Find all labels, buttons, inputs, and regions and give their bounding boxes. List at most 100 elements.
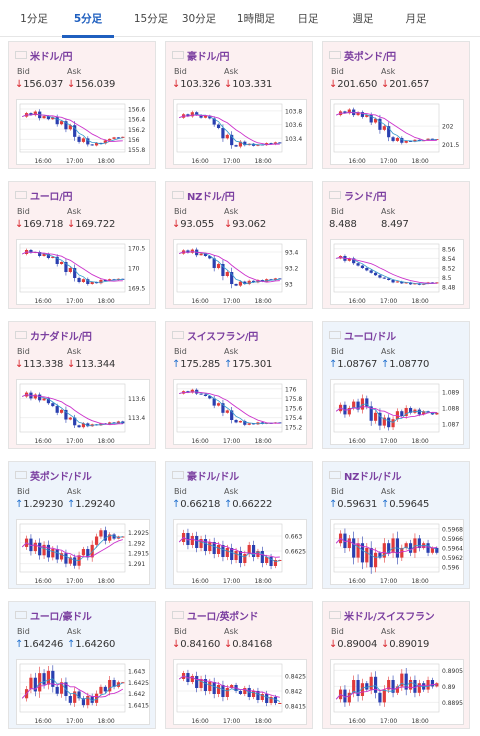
y-tick-label: 156.6 <box>128 107 145 114</box>
candle-body <box>81 138 86 142</box>
candlestick-chart[interactable]: 1.089 1.088 1.087 16:00 17:00 18:00 <box>330 379 464 445</box>
rate-card-audjpy[interactable]: 豪ドル/円 Bid Ask ↓103.326 ↓103.331 103.8 103.… <box>165 41 313 169</box>
candle-body <box>234 145 238 147</box>
rate-card-audusd[interactable]: 豪ドル/ドル Bid Ask ↑0.66218 ↑0.66222 0.663 0.6… <box>165 461 313 589</box>
pair-name[interactable]: 豪ドル/ドル <box>187 471 239 483</box>
candlestick-chart[interactable]: 156.6 156.4 156.2 156 155.8 16:00 17:00 18:00 <box>16 99 150 165</box>
long-ma-line <box>335 406 437 419</box>
tab-15min[interactable]: 15分足 <box>133 13 169 25</box>
rate-card-euraud[interactable]: ユーロ/豪ドル Bid Ask ↑1.64246 ↑1.64260 1.643 1.… <box>8 601 156 729</box>
rate-card-gbpjpy[interactable]: 英ポンド/円 Bid Ask ↓201.650 ↓201.657 202 201.5… <box>322 41 470 169</box>
ask-value: ↑1.08770 <box>381 359 430 370</box>
candle-body <box>243 141 247 146</box>
y-tick-label: 175.8 <box>285 396 302 403</box>
pair-name[interactable]: ユーロ/円 <box>30 191 73 203</box>
pair-name[interactable]: スイスフラン/円 <box>187 331 258 343</box>
candle-body <box>251 143 256 146</box>
candle-body <box>352 258 356 264</box>
bid-label: Bid <box>331 67 344 76</box>
candle-body <box>400 548 404 558</box>
pair-name[interactable]: ユーロ/ドル <box>344 331 396 343</box>
candlestick-chart[interactable]: 170.5 170 169.5 16:00 17:00 18:00 <box>16 239 150 305</box>
ask-label: Ask <box>381 487 396 496</box>
tab-1min[interactable]: 1分足 <box>20 13 48 25</box>
rate-card-nzdjpy[interactable]: NZドル/円 Bid Ask ↓93.055 ↓93.062 93.4 93.2 93… <box>165 181 313 309</box>
pair-name[interactable]: ランド/円 <box>344 191 387 203</box>
rate-card-cadjpy[interactable]: カナダドル/円 Bid Ask ↓113.338 ↓113.344 113.6 11… <box>8 321 156 449</box>
tab-1hour[interactable]: 1時間足 <box>236 13 276 25</box>
candle-body <box>251 691 256 697</box>
y-tick-label: 1.291 <box>128 561 145 568</box>
candle-body <box>94 282 99 284</box>
tab-30min[interactable]: 30分足 <box>181 13 217 25</box>
candle-body <box>212 542 216 554</box>
rate-card-eurusd[interactable]: ユーロ/ドル Bid Ask ↑1.08767 ↑1.08770 1.089 1.0… <box>322 321 470 449</box>
candle-body <box>94 142 99 146</box>
y-tick-label: 1.089 <box>442 390 459 397</box>
short-ma-line <box>178 536 280 562</box>
pair-name[interactable]: ユーロ/英ポンド <box>187 611 259 623</box>
candle-body <box>265 694 269 703</box>
rate-card-eurjpy[interactable]: ユーロ/円 Bid Ask ↓169.718 ↓169.722 170.5 170 1… <box>8 181 156 309</box>
ask-label: Ask <box>381 67 396 76</box>
pair-name[interactable]: カナダドル/円 <box>30 331 92 343</box>
candle-body <box>408 543 413 553</box>
rate-card-usdchf[interactable]: 米ドル/スイスフラン Bid Ask ↓0.89004 ↓0.89019 0.89… <box>322 601 470 729</box>
x-tick-label: 18:00 <box>254 158 271 165</box>
candlestick-chart[interactable]: 202 201.5 16:00 17:00 18:00 <box>330 99 464 165</box>
candlestick-chart[interactable]: 0.663 0.6625 16:00 17:00 18:00 <box>173 519 307 585</box>
candle-body <box>64 262 68 272</box>
pair-name[interactable]: NZドル/ドル <box>344 471 402 483</box>
rate-card-chfjpy[interactable]: スイスフラン/円 Bid Ask ↑175.285 ↑175.301 176 175… <box>165 321 313 449</box>
candlestick-chart[interactable]: 113.6 113.4 16:00 17:00 18:00 <box>16 379 150 445</box>
candle-body <box>68 125 72 130</box>
candle-body <box>230 685 234 688</box>
candle-body <box>243 420 247 425</box>
candle-body <box>68 557 72 564</box>
pair-name[interactable]: 豪ドル/円 <box>187 51 230 63</box>
candlestick-chart[interactable]: 1.643 1.6425 1.642 1.6415 16:00 17:00 18:00 <box>16 659 150 725</box>
pair-name[interactable]: 米ドル/スイスフラン <box>344 611 435 623</box>
candlestick-chart[interactable]: 176 175.8 175.6 175.4 175.2 16:00 17:00 18:00 <box>173 379 307 445</box>
candlestick-chart[interactable]: 0.8905 0.89 0.8895 16:00 17:00 18:00 <box>330 659 464 725</box>
candle-body <box>116 682 121 687</box>
rate-card-usdjpy[interactable]: 米ドル/円 Bid Ask ↓156.037 ↓156.039 156.6 156.… <box>8 41 156 169</box>
pair-name[interactable]: NZドル/円 <box>187 191 235 203</box>
trend-arrow-icon: ↑ <box>381 499 390 510</box>
y-tick-label: 175.6 <box>285 406 302 413</box>
tab-monthly[interactable]: 月足 <box>405 13 427 25</box>
rate-card-eurgbp[interactable]: ユーロ/英ポンド Bid Ask ↓0.84160 ↓0.84168 0.8425… <box>165 601 313 729</box>
rate-card-zarjpy[interactable]: ランド/円 Bid Ask 8.488 8.497 8.56 8.54 8.52 8.5… <box>322 181 470 309</box>
pair-name[interactable]: 英ポンド/円 <box>344 51 396 63</box>
candle-body <box>243 281 247 284</box>
y-tick-label: 0.663 <box>285 534 302 541</box>
y-tick-label: 0.5966 <box>442 536 463 543</box>
y-tick-label: 8.52 <box>442 266 456 273</box>
candlestick-chart[interactable]: 8.56 8.54 8.52 8.5 8.48 16:00 17:00 18:00 <box>330 239 464 305</box>
rate-card-gbpusd[interactable]: 英ポンド/ドル Bid Ask ↑1.29230 ↑1.29240 1.2925 1… <box>8 461 156 589</box>
candle-body <box>273 697 278 703</box>
candlestick-chart[interactable]: 93.4 93.2 93 16:00 17:00 18:00 <box>173 239 307 305</box>
long-ma-line <box>179 391 280 424</box>
candle-body <box>391 137 395 141</box>
candlestick-chart[interactable]: 0.5968 0.5966 0.5964 0.5962 0.596 16:00 17:00 1… <box>330 519 464 585</box>
candle-body <box>86 549 90 558</box>
bid-value: ↓169.718 <box>15 219 64 230</box>
candle-body <box>190 112 194 117</box>
pair-name[interactable]: 米ドル/円 <box>30 51 73 63</box>
candle-body <box>90 282 94 284</box>
pair-name[interactable]: 英ポンド/ドル <box>30 471 92 483</box>
rate-card-nzdusd[interactable]: NZドル/ドル Bid Ask ↑0.59631 ↑0.59645 0.5968 0… <box>322 461 470 589</box>
gb-us-flag-icon <box>15 471 27 479</box>
bid-label: Bid <box>174 207 187 216</box>
candlestick-chart[interactable]: 1.2925 1.292 1.2915 1.291 16:00 17:00 18:00 <box>16 519 150 585</box>
tab-weekly[interactable]: 週足 <box>352 13 374 25</box>
tab-daily[interactable]: 日足 <box>297 13 319 25</box>
tab-5min[interactable]: 5分足 <box>54 0 122 38</box>
trend-arrow-icon: ↓ <box>224 79 233 90</box>
y-tick-label: 1.2925 <box>128 530 149 537</box>
plot-frame <box>176 103 283 153</box>
candlestick-chart[interactable]: 103.8 103.6 103.4 16:00 17:00 18:00 <box>173 99 307 165</box>
candlestick-chart[interactable]: 0.8425 0.842 0.8415 16:00 17:00 18:00 <box>173 659 307 725</box>
pair-name[interactable]: ユーロ/豪ドル <box>30 611 92 623</box>
